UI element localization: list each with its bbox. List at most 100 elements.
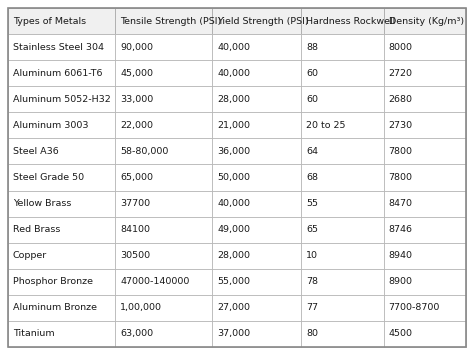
- Bar: [115, 217, 212, 243]
- Text: 60: 60: [306, 95, 318, 104]
- Text: 33,000: 33,000: [120, 95, 153, 104]
- Text: 37,000: 37,000: [217, 329, 250, 338]
- Bar: [115, 8, 212, 34]
- Bar: [383, 138, 466, 164]
- Bar: [301, 295, 383, 321]
- Bar: [383, 243, 466, 269]
- Bar: [115, 86, 212, 112]
- Bar: [212, 164, 301, 191]
- Bar: [8, 164, 115, 191]
- Text: 65,000: 65,000: [120, 173, 153, 182]
- Text: 10: 10: [306, 251, 318, 260]
- Bar: [212, 138, 301, 164]
- Text: Aluminum 6061-T6: Aluminum 6061-T6: [13, 69, 102, 78]
- Bar: [115, 34, 212, 60]
- Bar: [212, 86, 301, 112]
- Text: Yield Strength (PSI): Yield Strength (PSI): [217, 17, 309, 26]
- Text: 40,000: 40,000: [217, 69, 250, 78]
- Bar: [383, 8, 466, 34]
- Text: 50,000: 50,000: [217, 173, 250, 182]
- Bar: [301, 164, 383, 191]
- Bar: [115, 138, 212, 164]
- Bar: [115, 321, 212, 347]
- Bar: [212, 8, 301, 34]
- Bar: [8, 321, 115, 347]
- Text: 37700: 37700: [120, 199, 150, 208]
- Bar: [8, 86, 115, 112]
- Text: 90,000: 90,000: [120, 43, 153, 51]
- Bar: [301, 243, 383, 269]
- Bar: [383, 295, 466, 321]
- Text: Yellow Brass: Yellow Brass: [13, 199, 72, 208]
- Text: 7800: 7800: [389, 147, 413, 156]
- Text: Phosphor Bronze: Phosphor Bronze: [13, 277, 93, 286]
- Bar: [301, 112, 383, 138]
- Text: Tensile Strength (PSI): Tensile Strength (PSI): [120, 17, 221, 26]
- Text: 63,000: 63,000: [120, 329, 153, 338]
- Text: 8746: 8746: [389, 225, 413, 234]
- Text: 47000-140000: 47000-140000: [120, 277, 190, 286]
- Bar: [301, 8, 383, 34]
- Text: Hardness Rockwell: Hardness Rockwell: [306, 17, 395, 26]
- Text: Titanium: Titanium: [13, 329, 55, 338]
- Bar: [8, 269, 115, 295]
- Bar: [301, 269, 383, 295]
- Bar: [212, 269, 301, 295]
- Bar: [115, 269, 212, 295]
- Text: 2730: 2730: [389, 121, 413, 130]
- Bar: [8, 243, 115, 269]
- Bar: [383, 60, 466, 86]
- Text: 77: 77: [306, 304, 318, 312]
- Text: Steel Grade 50: Steel Grade 50: [13, 173, 84, 182]
- Bar: [8, 8, 115, 34]
- Bar: [115, 295, 212, 321]
- Text: 40,000: 40,000: [217, 43, 250, 51]
- Text: 60: 60: [306, 69, 318, 78]
- Bar: [8, 217, 115, 243]
- Text: Types of Metals: Types of Metals: [13, 17, 86, 26]
- Text: 21,000: 21,000: [217, 121, 250, 130]
- Text: 2680: 2680: [389, 95, 413, 104]
- Bar: [301, 34, 383, 60]
- Text: Stainless Steel 304: Stainless Steel 304: [13, 43, 104, 51]
- Bar: [212, 295, 301, 321]
- Bar: [8, 191, 115, 217]
- Bar: [212, 217, 301, 243]
- Text: Red Brass: Red Brass: [13, 225, 60, 234]
- Text: 58-80,000: 58-80,000: [120, 147, 168, 156]
- Text: 65: 65: [306, 225, 318, 234]
- Text: 45,000: 45,000: [120, 69, 153, 78]
- Text: 68: 68: [306, 173, 318, 182]
- Text: 88: 88: [306, 43, 318, 51]
- Text: 4500: 4500: [389, 329, 413, 338]
- Text: 8000: 8000: [389, 43, 413, 51]
- Text: 28,000: 28,000: [217, 95, 250, 104]
- Text: 55: 55: [306, 199, 318, 208]
- Bar: [115, 112, 212, 138]
- Text: 78: 78: [306, 277, 318, 286]
- Bar: [301, 217, 383, 243]
- Text: 55,000: 55,000: [217, 277, 250, 286]
- Bar: [383, 191, 466, 217]
- Text: Aluminum 3003: Aluminum 3003: [13, 121, 89, 130]
- Text: 80: 80: [306, 329, 318, 338]
- Text: Copper: Copper: [13, 251, 47, 260]
- Bar: [8, 112, 115, 138]
- Bar: [383, 112, 466, 138]
- Bar: [212, 243, 301, 269]
- Text: 36,000: 36,000: [217, 147, 250, 156]
- Text: 27,000: 27,000: [217, 304, 250, 312]
- Text: 8470: 8470: [389, 199, 413, 208]
- Bar: [301, 321, 383, 347]
- Text: 30500: 30500: [120, 251, 150, 260]
- Bar: [212, 34, 301, 60]
- Text: 8900: 8900: [389, 277, 413, 286]
- Bar: [383, 269, 466, 295]
- Text: Density (Kg/m³): Density (Kg/m³): [389, 17, 464, 26]
- Text: 8940: 8940: [389, 251, 413, 260]
- Text: Aluminum 5052-H32: Aluminum 5052-H32: [13, 95, 111, 104]
- Text: 22,000: 22,000: [120, 121, 153, 130]
- Bar: [383, 321, 466, 347]
- Text: 64: 64: [306, 147, 318, 156]
- Text: Aluminum Bronze: Aluminum Bronze: [13, 304, 97, 312]
